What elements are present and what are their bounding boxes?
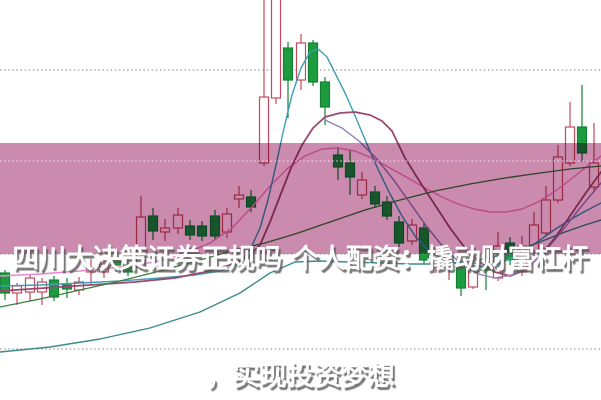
- candle-down: [0, 270, 11, 300]
- candle-body: [307, 42, 319, 83]
- candle-body: [319, 81, 331, 108]
- ma-dark-magenta-line: [0, 111, 601, 292]
- candle-up: [295, 34, 307, 90]
- candle-down: [110, 252, 122, 272]
- banner-gridlines-layer: [0, 160, 601, 255]
- candle-body: [0, 272, 11, 294]
- headline-banner: [0, 143, 601, 254]
- candle-down: [282, 42, 294, 118]
- candle-body: [295, 42, 307, 81]
- candle-down: [122, 259, 134, 276]
- candle-down: [455, 261, 467, 296]
- candle-body: [467, 262, 479, 288]
- ma-cyan-line: [0, 48, 601, 287]
- candle-up: [270, 0, 282, 104]
- candle-body: [430, 262, 442, 268]
- candle-down: [307, 40, 319, 86]
- candle-body: [270, 0, 282, 99]
- candle-body: [36, 281, 48, 293]
- candle-body: [110, 260, 122, 266]
- candle-body: [282, 47, 294, 81]
- candle-body: [122, 263, 134, 273]
- candle-body: [455, 266, 467, 289]
